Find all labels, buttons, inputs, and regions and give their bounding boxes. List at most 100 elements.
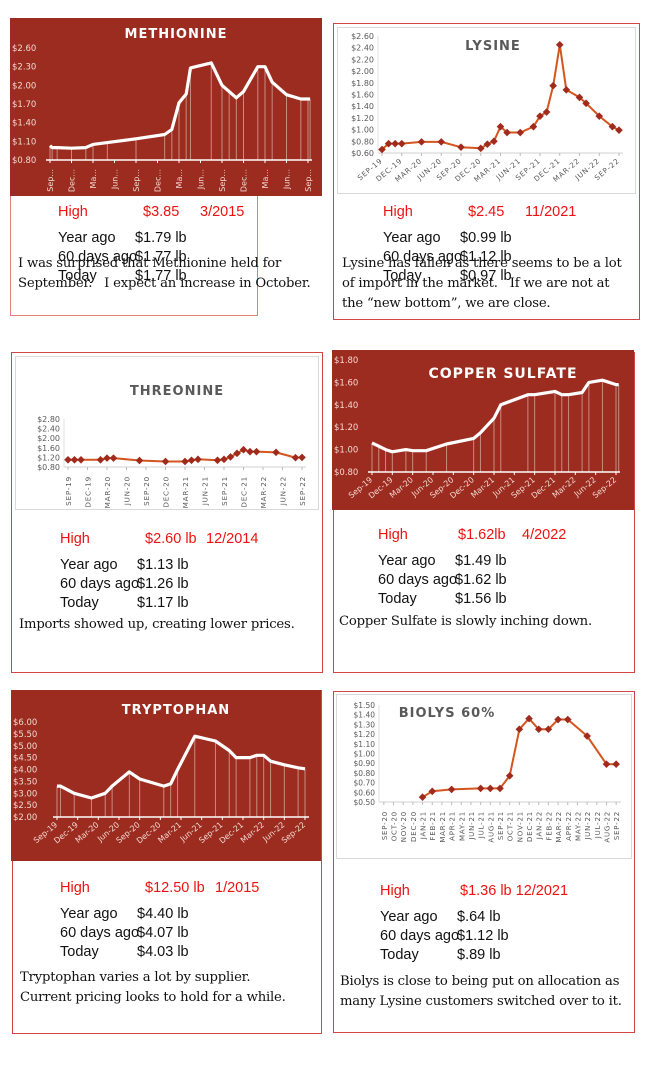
y-tick-label: $1.40 — [334, 401, 358, 411]
comment-line: many Lysine customers switched over to i… — [340, 994, 622, 1009]
price-value: $1.49 lb — [455, 553, 507, 569]
price-label: Year ago — [60, 557, 118, 573]
price-value: $1.62 lb — [455, 572, 507, 588]
x-tick-label: Mar-20 — [74, 820, 101, 845]
price-row: Today $1.77 lb — [58, 268, 318, 287]
y-tick-label: $1.30 — [354, 720, 376, 729]
high-row: High $2.45 11/2021 — [383, 204, 633, 224]
y-tick-label: $3.00 — [13, 789, 37, 799]
data-point — [246, 447, 254, 456]
x-tick-label: Mar-21 — [469, 475, 496, 500]
tryptophan-stats: High $12.50 lb 1/2015 Year ago $4.40 lb 60 da… — [60, 880, 310, 963]
chart-title: COPPER SULFATE — [428, 366, 577, 382]
x-tick-label: SEP-20 — [381, 811, 389, 840]
chart-svg: TRYPTOPHAN $2.00 $2.50 $3.00 $3.50$4.00 $4.50… — [13, 703, 309, 845]
price-row: Today $1.17 lb — [60, 595, 310, 614]
y-tick-label: $2.00 — [13, 813, 37, 823]
data-point — [109, 454, 118, 462]
y-tick-label: $5.50 — [13, 730, 37, 740]
chart-title: BIOLYS 60% — [399, 706, 495, 721]
x-tick-label: AUG-22 — [603, 811, 611, 843]
x-tick-label: JUL-22 — [594, 811, 602, 839]
y-tick-label: $5.00 — [13, 742, 37, 752]
data-point — [615, 126, 623, 134]
methionine-comment: I was surprised that Methionine held for… — [18, 254, 318, 294]
high-date: 1/2015 — [215, 880, 260, 896]
price-value: $4.03 lb — [137, 944, 189, 960]
series-line — [371, 378, 619, 454]
high-row: High $1.62lb 4/2022 — [378, 527, 628, 547]
data-point — [64, 456, 72, 464]
y-tick-label: $1.10 — [354, 740, 376, 749]
y-tick-label: $4.00 — [13, 766, 37, 776]
x-tick-label: MAR-22 — [555, 811, 563, 843]
x-tick-label: Jun... — [111, 169, 120, 190]
high-label: High — [383, 204, 413, 220]
y-tick-label: $1.80 — [351, 79, 374, 88]
data-point — [563, 715, 572, 724]
high-label: High — [378, 527, 408, 543]
x-tick-label: Mar-22 — [551, 475, 578, 500]
chart-title: METHIONINE — [125, 27, 228, 42]
high-label: High — [58, 204, 88, 220]
data-point — [187, 456, 196, 465]
price-value: $4.07 lb — [137, 925, 189, 941]
comment-line: Lysine has fallen as there seems to be a… — [342, 256, 622, 271]
data-point — [516, 128, 525, 137]
x-tick-label: JUN-21 — [201, 476, 210, 506]
price-value: $1.17 lb — [137, 595, 189, 611]
x-tick-label: Dec... — [68, 169, 77, 192]
high-label: High — [60, 880, 90, 896]
price-row: Year ago $.64 lb — [380, 909, 630, 928]
y-tick-label: $2.20 — [351, 55, 374, 64]
high-date: 12/2014 — [206, 531, 259, 547]
x-tick-label: SEP-20 — [142, 476, 151, 506]
x-tick-label: APR-22 — [565, 811, 573, 841]
comment-line: September. I expect an increase in Octob… — [18, 276, 311, 291]
y-tick-label: $2.60 — [12, 44, 36, 54]
data-point — [549, 81, 557, 90]
price-row: Today $0.97 lb — [383, 268, 633, 287]
y-tick-label: $0.80 — [351, 137, 374, 146]
y-tick-label: $2.60 — [351, 32, 374, 41]
x-tick-label: FEB-22 — [545, 811, 553, 841]
y-tick-label: $1.40 — [354, 711, 376, 720]
price-value: $.89 lb — [457, 947, 501, 963]
comment-line: of import in the market. If we are not a… — [342, 276, 610, 291]
y-tick-label: $0.60 — [354, 788, 376, 797]
price-row: Today $4.03 lb — [60, 944, 310, 963]
price-row: Year ago $4.40 lb — [60, 906, 310, 925]
price-label: 60 days ago — [383, 249, 463, 265]
data-point — [272, 448, 280, 457]
high-row: High $1.36 lb 12/2021 — [380, 883, 630, 903]
x-tick-label: SEP-21 — [220, 476, 229, 506]
x-tick-label: SEP-21 — [497, 811, 505, 840]
price-value: $1.12 lb — [460, 249, 512, 265]
y-tick-label: $1.00 — [334, 446, 358, 456]
data-point — [239, 445, 248, 454]
lysine-chart: LYSINE $0.60 $0.80 $1.00 $1.20 $1.40 $1.60 $1.8… — [337, 27, 636, 194]
methionine-stats: High $3.85 3/2015 Year ago $1.79 lb 60 days a… — [58, 204, 318, 287]
x-tick-label: JUN-22 — [584, 811, 592, 841]
price-row: 60 days ago $1.26 lb — [60, 576, 310, 595]
y-tick-label: $1.60 — [334, 378, 358, 388]
price-row: 60 days ago $1.62 lb — [378, 572, 628, 591]
y-tick-label: $0.70 — [354, 779, 376, 788]
price-value: $1.77 lb — [135, 249, 187, 265]
price-label: Year ago — [58, 230, 116, 246]
threonine-stats: High $2.60 lb 12/2014 Year ago $1.13 lb 60 da… — [60, 531, 310, 614]
price-label: 60 days ago — [378, 572, 458, 588]
biolys-comment: Biolys is close to being put on allocati… — [340, 972, 635, 1012]
series-line — [422, 717, 617, 798]
data-point — [554, 715, 562, 724]
y-tick-label: $0.80 — [334, 468, 358, 478]
comment-line: Imports showed up, creating lower prices… — [19, 617, 295, 632]
price-label: Year ago — [380, 909, 438, 925]
threonine-comment: Imports showed up, creating lower prices… — [19, 615, 319, 635]
price-label: Year ago — [378, 553, 436, 569]
x-tick-label: Mar-20 — [388, 475, 415, 500]
comment-line: Tryptophan varies a lot by supplier. — [20, 970, 251, 985]
y-tick-label: $2.80 — [37, 415, 60, 424]
high-price: $2.45 — [468, 204, 505, 220]
price-label: Today — [60, 944, 99, 960]
